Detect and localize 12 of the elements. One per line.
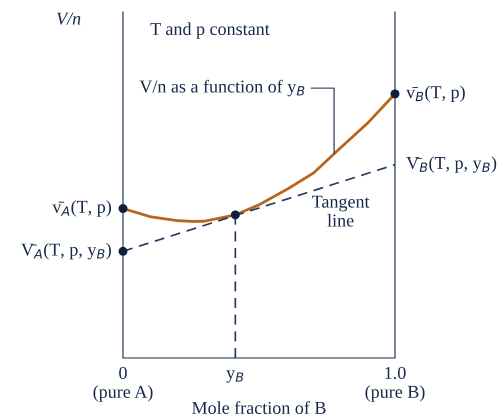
text: T and p constant bbox=[150, 22, 270, 39]
x-axis-title: Mole fraction of B bbox=[192, 401, 326, 414]
annotation: Tangent line bbox=[312, 196, 370, 227]
x-tick-label: y$_{B}$ bbox=[226, 370, 244, 383]
annotation: v̄$_{B}$(T, p) bbox=[406, 86, 465, 102]
annotation: V̄$_{A}$(T, p, y$_{B}$) bbox=[21, 242, 111, 260]
annotation: v̄$_{A}$(T, p) bbox=[52, 200, 111, 217]
x-tick-label: 1.0 (pure B) bbox=[365, 366, 425, 402]
annotation: V/n as a function of y$_{B}$ bbox=[140, 80, 304, 96]
x-tick-label: 0 (pure A) bbox=[93, 366, 153, 402]
annotation: V̄$_{B}$(T, p, y$_{B}$) bbox=[406, 156, 496, 173]
y-axis-title: V/n bbox=[57, 12, 80, 25]
